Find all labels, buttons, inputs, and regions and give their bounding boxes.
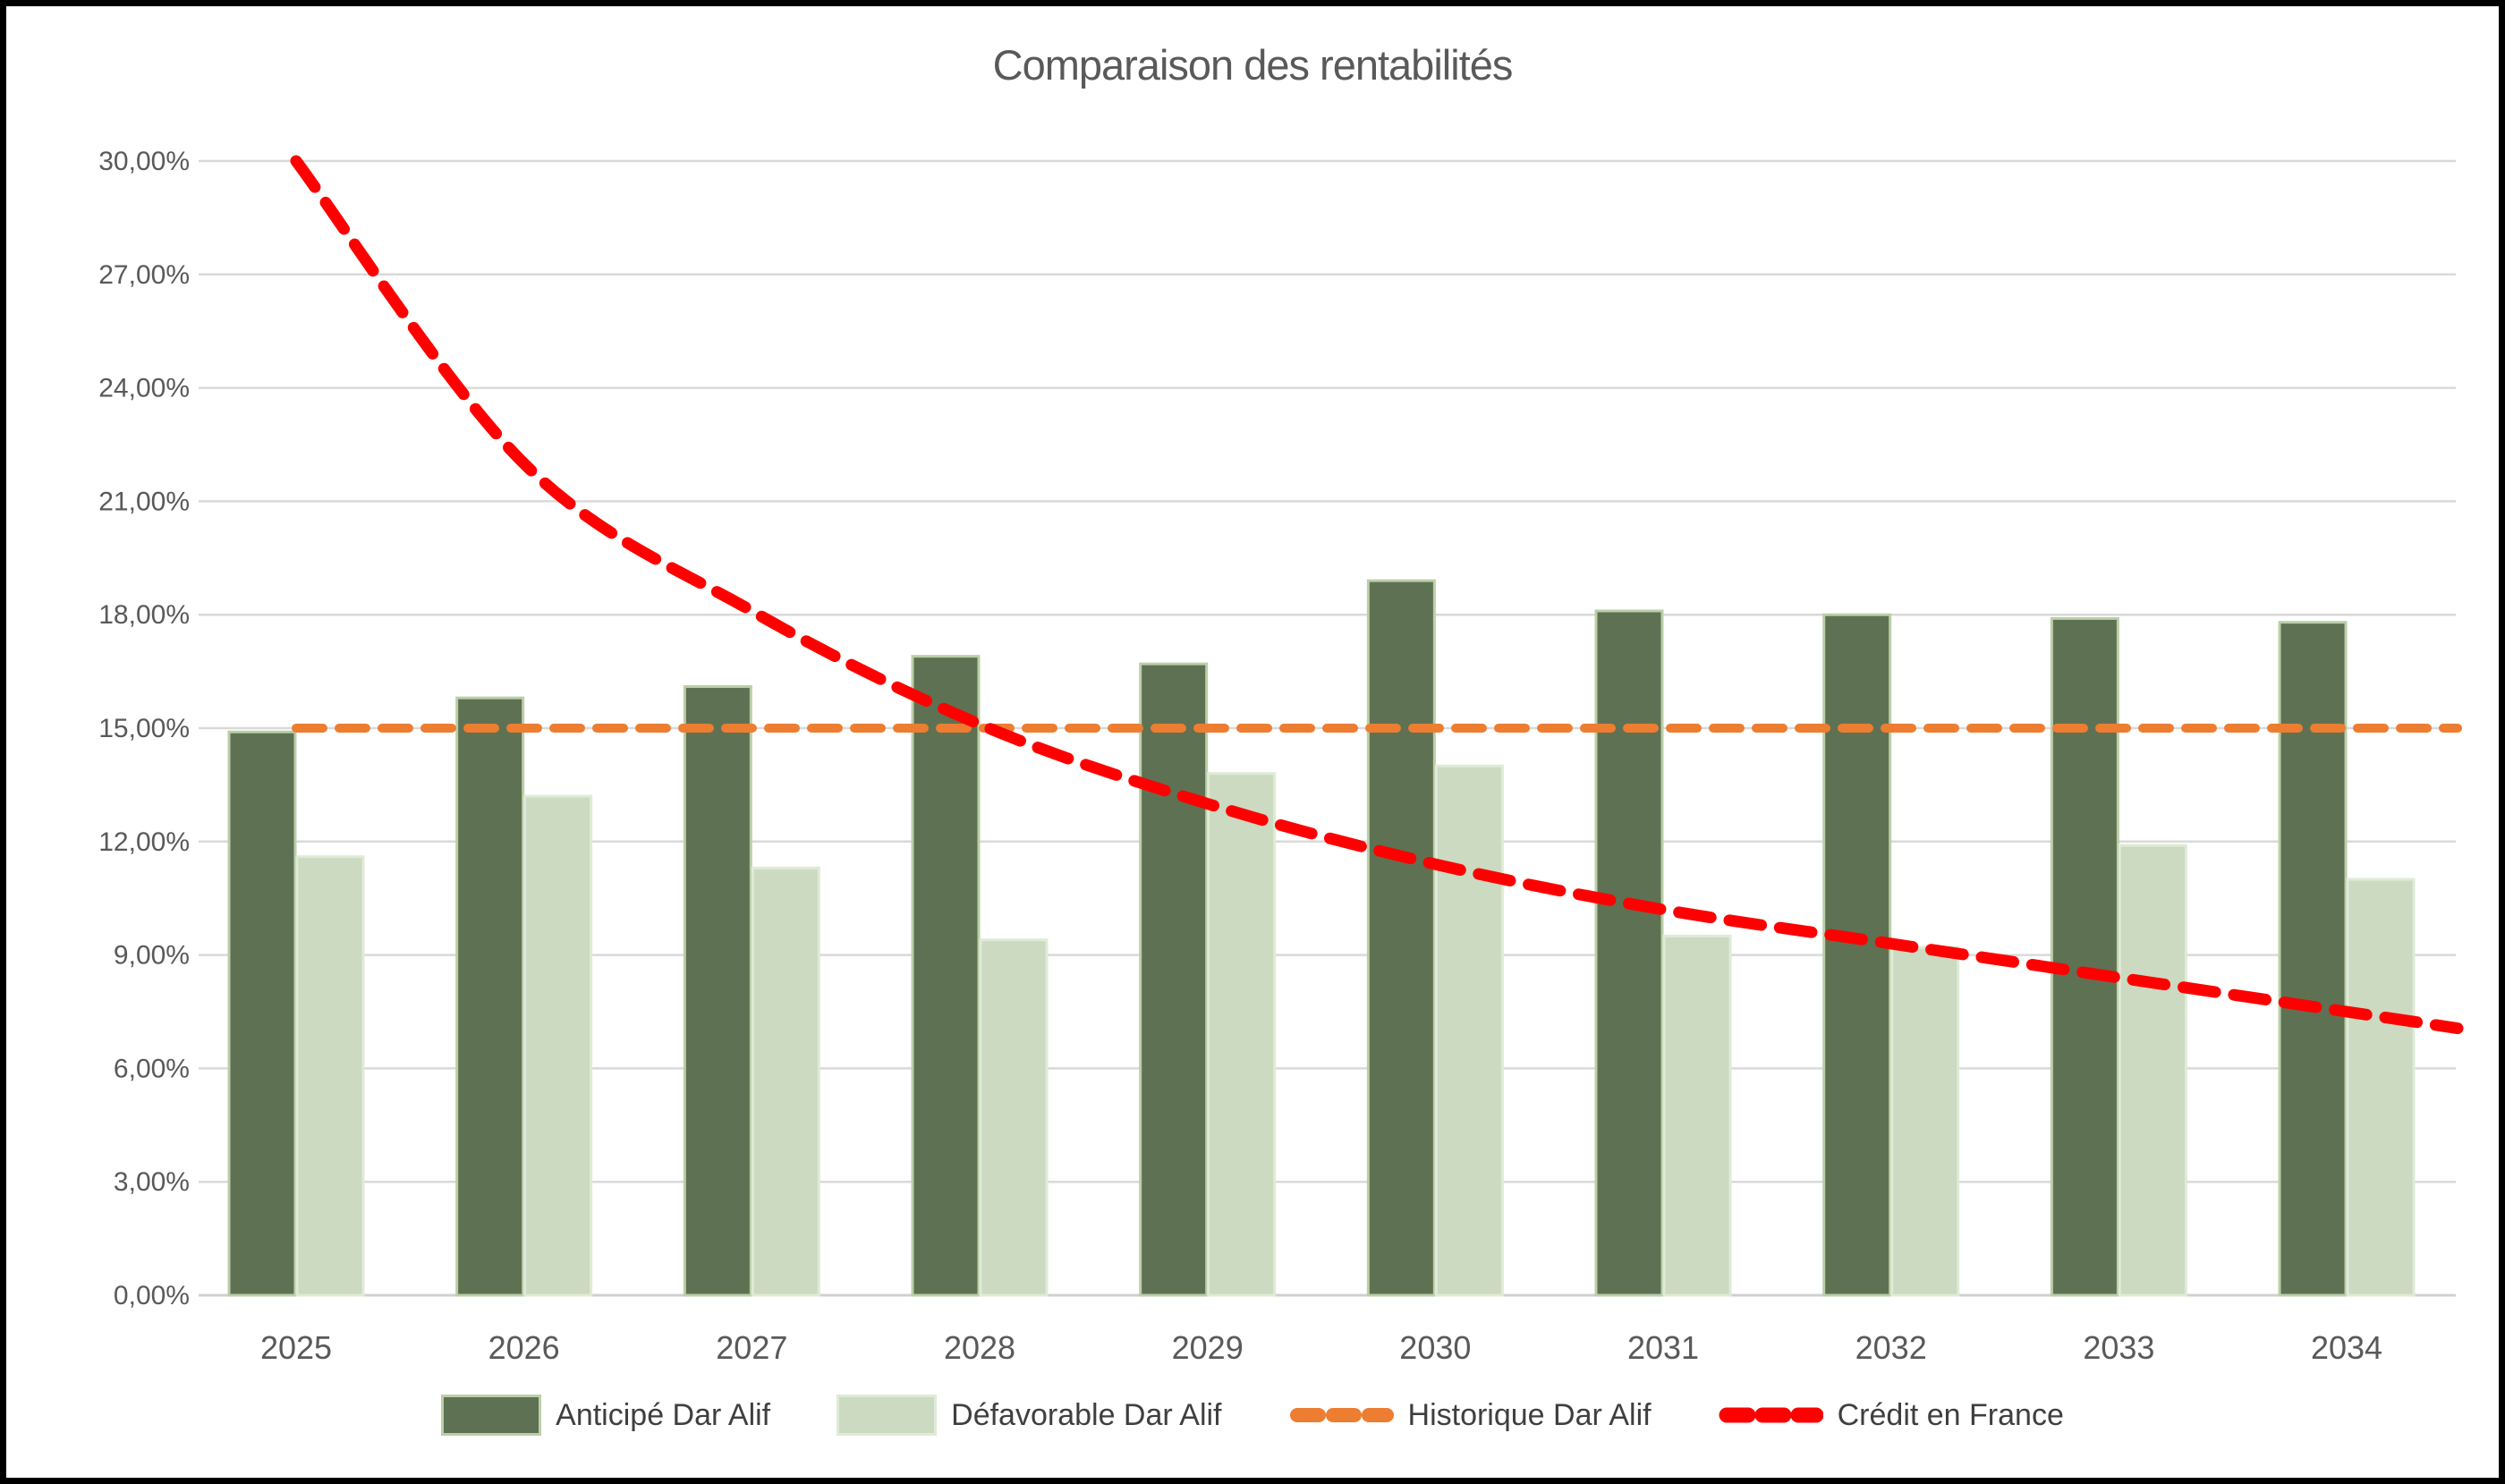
- bar-anticipe-2026: [455, 696, 525, 1297]
- y-axis-tick-label: 30,00%: [98, 147, 190, 176]
- bar-anticipe-2030: [1366, 579, 1436, 1297]
- bar-anticipe-2033: [2050, 616, 2119, 1297]
- chart-title: Comparaison des rentabilités: [992, 41, 1514, 89]
- x-axis-tick-label: 2029: [1172, 1329, 1244, 1366]
- bar-defavorable-2026: [523, 794, 593, 1297]
- x-axis-tick-label: 2028: [944, 1329, 1015, 1366]
- y-axis-tick-label: 9,00%: [114, 941, 190, 971]
- legend-swatch-anticipe: [441, 1395, 542, 1436]
- legend-label-defavorable: Défavorable Dar Alif: [951, 1397, 1222, 1432]
- legend-item-credit: Crédit en France: [1718, 1398, 2064, 1433]
- x-axis-tick-label: 2031: [1627, 1329, 1699, 1366]
- y-axis-tick-label: 0,00%: [114, 1281, 190, 1310]
- legend-item-anticipe: Anticipé Dar Alif: [441, 1395, 770, 1436]
- bar-defavorable-2034: [2346, 878, 2416, 1297]
- bar-anticipe-2028: [911, 655, 981, 1297]
- chart-legend: Anticipé Dar Alif Défavorable Dar Alif H…: [6, 1395, 2499, 1436]
- bar-defavorable-2029: [1207, 772, 1277, 1297]
- legend-label-credit: Crédit en France: [1837, 1397, 2064, 1432]
- bar-anticipe-2031: [1594, 609, 1664, 1297]
- x-axis-tick-label: 2025: [260, 1329, 332, 1366]
- x-axis-tick-label: 2026: [488, 1329, 560, 1366]
- bar-defavorable-2031: [1662, 934, 1732, 1297]
- bar-defavorable-2033: [2118, 844, 2187, 1297]
- x-axis-tick-label: 2032: [1855, 1329, 1927, 1366]
- x-axis-tick-label: 2034: [2311, 1329, 2382, 1366]
- y-axis-tick-label: 27,00%: [98, 260, 190, 290]
- bar-anticipe-2027: [683, 685, 752, 1297]
- bar-anticipe-2029: [1139, 662, 1209, 1297]
- y-axis-tick-label: 18,00%: [98, 600, 190, 630]
- line-credit-en-france: [290, 155, 2464, 1035]
- bar-defavorable-2028: [979, 938, 1049, 1297]
- y-axis-tick-label: 12,00%: [98, 827, 190, 857]
- bar-defavorable-2027: [751, 866, 820, 1297]
- legend-label-historique: Historique Dar Alif: [1407, 1397, 1652, 1432]
- y-axis-tick-label: 15,00%: [98, 714, 190, 743]
- x-axis-tick-label: 2033: [2083, 1329, 2154, 1366]
- legend-swatch-defavorable: [836, 1395, 938, 1436]
- bar-anticipe-2025: [227, 730, 297, 1297]
- bar-defavorable-2025: [295, 855, 365, 1297]
- legend-swatch-credit-dashed-line: [1719, 1407, 1823, 1423]
- y-axis-tick-label: 24,00%: [98, 374, 190, 403]
- legend-label-anticipe: Anticipé Dar Alif: [556, 1397, 771, 1432]
- bar-anticipe-2034: [2278, 621, 2348, 1297]
- bar-defavorable-2030: [1434, 764, 1504, 1297]
- bar-anticipe-2032: [1822, 613, 1892, 1297]
- y-axis-tick-label: 3,00%: [114, 1167, 190, 1197]
- legend-item-historique: Historique Dar Alif: [1288, 1398, 1652, 1433]
- x-axis-tick-label: 2030: [1399, 1329, 1471, 1366]
- legend-swatch-historique-dashed-line: [1289, 1408, 1394, 1422]
- y-axis-tick-label: 21,00%: [98, 487, 190, 516]
- legend-item-defavorable: Défavorable Dar Alif: [836, 1395, 1222, 1436]
- chart-plot-area: 0,00% 3,00% 6,00% 9,00% 12,00% 15,00% 18,00% 21…: [98, 147, 2464, 1366]
- bar-defavorable-2032: [1890, 946, 1960, 1297]
- x-axis-tick-label: 2027: [716, 1329, 787, 1366]
- y-axis-tick-label: 6,00%: [114, 1054, 190, 1083]
